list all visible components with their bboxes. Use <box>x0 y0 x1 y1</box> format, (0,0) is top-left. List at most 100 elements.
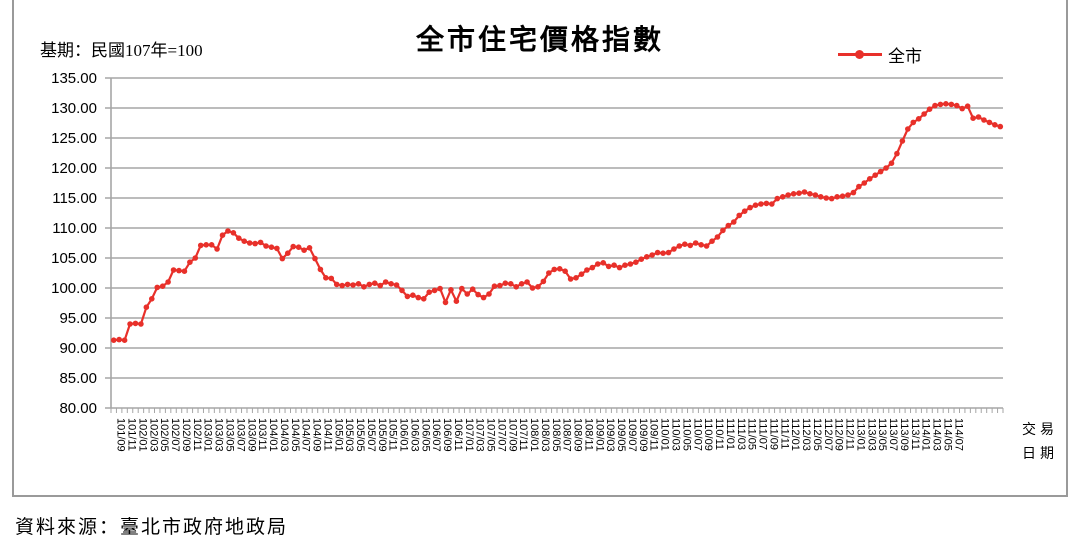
data-point <box>219 232 226 238</box>
x-tick-label: 104/05 <box>289 418 301 452</box>
data-point <box>665 249 672 256</box>
data-point <box>246 240 253 246</box>
x-tick-label: 112/01 <box>789 418 801 451</box>
data-point <box>692 240 699 246</box>
y-tick-label: 100.00 <box>51 280 97 297</box>
data-point <box>469 286 476 293</box>
data-point <box>388 281 394 287</box>
x-tick-label: 110/03 <box>670 418 682 451</box>
data-point <box>986 119 993 126</box>
y-tick-label: 95.00 <box>59 310 97 327</box>
x-tick-label: 108/03 <box>539 418 551 452</box>
x-tick-label: 102/11 <box>191 418 203 451</box>
data-point <box>567 276 574 282</box>
data-point <box>442 299 449 306</box>
base-period-label: 基期：民國107年=100 <box>40 41 203 60</box>
data-point <box>192 255 199 261</box>
y-tick-label: 105.00 <box>51 250 97 267</box>
data-point <box>203 242 209 248</box>
data-point <box>475 291 481 298</box>
data-point <box>594 261 601 267</box>
x-tick-label: 107/11 <box>517 418 529 451</box>
x-tick-label: 105/11 <box>387 418 399 451</box>
data-point <box>410 292 416 299</box>
data-point <box>459 285 465 292</box>
data-point <box>638 256 645 263</box>
x-tick-label: 110/07 <box>691 418 703 451</box>
data-point <box>154 284 161 291</box>
data-point <box>399 287 405 294</box>
data-point <box>214 246 220 252</box>
data-point <box>578 271 585 278</box>
x-tick-label: 111/01 <box>724 418 736 450</box>
data-point <box>165 279 171 285</box>
x-tick-label: 112/07 <box>822 418 834 451</box>
data-point <box>328 275 335 282</box>
data-point <box>687 242 694 249</box>
y-tick-label: 90.00 <box>59 340 97 357</box>
legend-marker-icon <box>838 50 882 59</box>
data-point <box>671 246 677 252</box>
data-point <box>562 268 568 275</box>
data-point <box>486 291 492 297</box>
data-point <box>507 281 514 287</box>
data-point <box>350 282 356 288</box>
data-point <box>535 284 541 290</box>
data-point <box>518 281 525 287</box>
data-point <box>301 247 307 253</box>
x-tick-label: 112/03 <box>800 418 812 451</box>
x-axis-unit: 交易 日期 <box>1022 418 1058 466</box>
data-point <box>589 264 596 271</box>
data-point <box>981 117 987 123</box>
x-tick-label: 105/07 <box>365 418 377 452</box>
data-point <box>790 191 797 197</box>
data-point <box>426 289 432 296</box>
data-point <box>796 190 802 196</box>
x-tick-label: 111/11 <box>778 418 790 449</box>
data-point <box>643 253 650 260</box>
data-point <box>323 275 329 281</box>
x-tick-label: 103/01 <box>202 418 214 452</box>
data-point <box>883 165 889 171</box>
y-tick-label: 120.00 <box>51 160 97 177</box>
data-point <box>366 281 373 288</box>
data-point <box>964 103 971 109</box>
data-point <box>138 321 144 327</box>
x-tick-label: 109/09 <box>637 418 649 452</box>
data-point <box>290 243 297 250</box>
x-tick-label: 108/09 <box>572 418 584 452</box>
data-point <box>845 192 851 198</box>
x-tick-label: 104/11 <box>321 418 333 451</box>
data-point <box>660 250 666 256</box>
x-tick-label: 111/09 <box>767 418 779 450</box>
x-tick-label: 105/03 <box>343 418 355 452</box>
data-point <box>616 264 623 271</box>
data-point <box>600 260 607 266</box>
x-tick-label: 102/09 <box>180 418 192 452</box>
data-point <box>121 337 128 344</box>
chart-title: 全市住宅價格指數 <box>415 23 664 56</box>
x-tick-label: 107/05 <box>485 418 497 452</box>
x-tick-label: 106/11 <box>452 418 464 451</box>
y-tick-label: 85.00 <box>59 370 97 387</box>
x-tick-label: 102/01 <box>136 418 148 452</box>
data-point <box>823 195 830 201</box>
x-tick-label: 110/11 <box>713 418 725 450</box>
x-tick-label: 104/09 <box>311 418 323 452</box>
data-point <box>241 238 248 244</box>
x-tick-label: 109/05 <box>615 418 627 452</box>
data-point <box>682 241 688 247</box>
data-point <box>573 275 579 281</box>
x-tick-label: 101/09 <box>115 418 127 452</box>
data-point <box>894 150 900 157</box>
x-tick-label: 106/09 <box>441 418 453 452</box>
data-point <box>888 160 895 166</box>
data-point <box>431 287 438 294</box>
data-point <box>997 123 1004 130</box>
x-tick-label: 107/03 <box>474 418 486 452</box>
data-point <box>176 267 182 274</box>
x-tick-label: 106/05 <box>419 418 431 452</box>
x-tick-label: 102/03 <box>147 418 159 452</box>
data-point <box>828 195 835 202</box>
